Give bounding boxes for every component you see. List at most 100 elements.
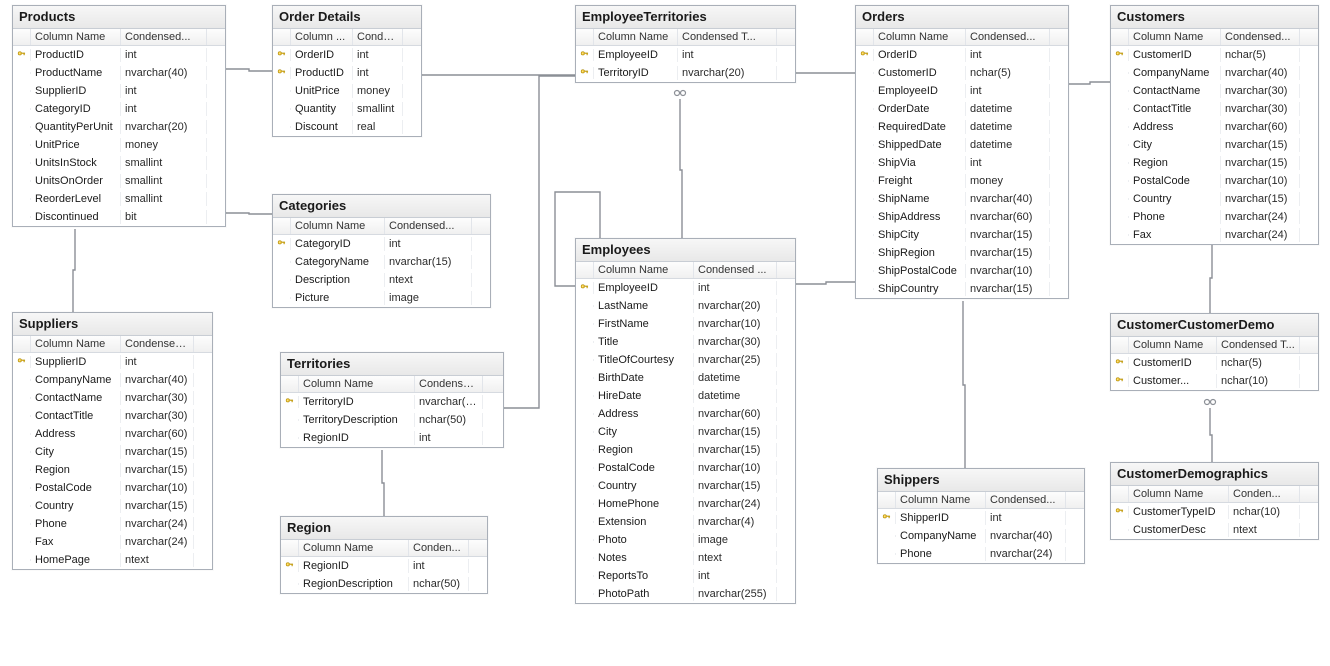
column-row[interactable]: Countrynvarchar(15): [13, 497, 212, 515]
column-row[interactable]: CategoryNamenvarchar(15): [273, 253, 490, 271]
column-row[interactable]: EmployeeIDint: [856, 82, 1068, 100]
column-row[interactable]: ProductIDint: [13, 46, 225, 64]
column-row[interactable]: CustomerIDnchar(5): [1111, 354, 1318, 372]
column-row[interactable]: CustomerIDnchar(5): [856, 64, 1068, 82]
column-row[interactable]: TitleOfCourtesynvarchar(25): [576, 351, 795, 369]
column-row[interactable]: UnitsInStocksmallint: [13, 154, 225, 172]
column-row[interactable]: PostalCodenvarchar(10): [1111, 172, 1318, 190]
column-row[interactable]: OrderIDint: [856, 46, 1068, 64]
table-customers[interactable]: CustomersColumn NameCondensed... Custome…: [1110, 5, 1319, 245]
column-row[interactable]: TerritoryDescriptionnchar(50): [281, 411, 503, 429]
column-row[interactable]: CustomerDescntext: [1111, 521, 1318, 539]
column-row[interactable]: ContactTitlenvarchar(30): [13, 407, 212, 425]
column-row[interactable]: ContactTitlenvarchar(30): [1111, 100, 1318, 118]
column-row[interactable]: Addressnvarchar(60): [576, 405, 795, 423]
column-row[interactable]: Notesntext: [576, 549, 795, 567]
column-row[interactable]: LastNamenvarchar(20): [576, 297, 795, 315]
column-row[interactable]: CompanyNamenvarchar(40): [1111, 64, 1318, 82]
column-row[interactable]: ShipCountrynvarchar(15): [856, 280, 1068, 298]
table-suppliers[interactable]: SuppliersColumn NameCondensed... Supplie…: [12, 312, 213, 570]
column-row[interactable]: Photoimage: [576, 531, 795, 549]
column-row[interactable]: RequiredDatedatetime: [856, 118, 1068, 136]
column-row[interactable]: Faxnvarchar(24): [13, 533, 212, 551]
column-row[interactable]: Phonenvarchar(24): [13, 515, 212, 533]
column-row[interactable]: ShipCitynvarchar(15): [856, 226, 1068, 244]
column-row[interactable]: SupplierIDint: [13, 82, 225, 100]
column-row[interactable]: CompanyNamenvarchar(40): [13, 371, 212, 389]
column-row[interactable]: ReportsToint: [576, 567, 795, 585]
table-products[interactable]: ProductsColumn NameCondensed... ProductI…: [12, 5, 226, 227]
table-territories[interactable]: TerritoriesColumn NameCondensed... Terri…: [280, 352, 504, 448]
column-row[interactable]: ShipRegionnvarchar(15): [856, 244, 1068, 262]
column-row[interactable]: Regionnvarchar(15): [1111, 154, 1318, 172]
column-row[interactable]: HomePhonenvarchar(24): [576, 495, 795, 513]
table-shippers[interactable]: ShippersColumn NameCondensed... ShipperI…: [877, 468, 1085, 564]
column-row[interactable]: Citynvarchar(15): [13, 443, 212, 461]
table-categories[interactable]: CategoriesColumn NameCondensed... Catego…: [272, 194, 491, 308]
column-row[interactable]: Faxnvarchar(24): [1111, 226, 1318, 244]
column-row[interactable]: OrderIDint: [273, 46, 421, 64]
column-row[interactable]: Descriptionntext: [273, 271, 490, 289]
column-row[interactable]: Countrynvarchar(15): [576, 477, 795, 495]
column-row[interactable]: OrderDatedatetime: [856, 100, 1068, 118]
column-row[interactable]: Pictureimage: [273, 289, 490, 307]
column-row[interactable]: UnitPricemoney: [273, 82, 421, 100]
column-row[interactable]: CategoryIDint: [13, 100, 225, 118]
column-row[interactable]: UnitsOnOrdersmallint: [13, 172, 225, 190]
column-row[interactable]: ContactNamenvarchar(30): [13, 389, 212, 407]
column-row[interactable]: CustomerIDnchar(5): [1111, 46, 1318, 64]
column-row[interactable]: Countrynvarchar(15): [1111, 190, 1318, 208]
column-row[interactable]: EmployeeIDint: [576, 46, 795, 64]
column-row[interactable]: ShippedDatedatetime: [856, 136, 1068, 154]
column-row[interactable]: Customer...nchar(10): [1111, 372, 1318, 390]
table-employees[interactable]: EmployeesColumn NameCondensed ... Employ…: [575, 238, 796, 604]
table-employee_territories[interactable]: EmployeeTerritoriesColumn NameCondensed …: [575, 5, 796, 83]
column-row[interactable]: FirstNamenvarchar(10): [576, 315, 795, 333]
column-row[interactable]: HomePagentext: [13, 551, 212, 569]
column-row[interactable]: RegionIDint: [281, 429, 503, 447]
column-row[interactable]: QuantityPerUnitnvarchar(20): [13, 118, 225, 136]
column-row[interactable]: Regionnvarchar(15): [576, 441, 795, 459]
column-row[interactable]: Regionnvarchar(15): [13, 461, 212, 479]
column-row[interactable]: Discountreal: [273, 118, 421, 136]
column-row[interactable]: ContactNamenvarchar(30): [1111, 82, 1318, 100]
column-row[interactable]: HireDatedatetime: [576, 387, 795, 405]
column-row[interactable]: ProductIDint: [273, 64, 421, 82]
column-row[interactable]: ShipPostalCodenvarchar(10): [856, 262, 1068, 280]
column-row[interactable]: Addressnvarchar(60): [13, 425, 212, 443]
column-row[interactable]: ShipViaint: [856, 154, 1068, 172]
column-row[interactable]: PhotoPathnvarchar(255): [576, 585, 795, 603]
table-orders[interactable]: OrdersColumn NameCondensed... OrderIDint…: [855, 5, 1069, 299]
column-row[interactable]: CategoryIDint: [273, 235, 490, 253]
column-row[interactable]: Citynvarchar(15): [1111, 136, 1318, 154]
table-customer_demographics[interactable]: CustomerDemographicsColumn NameConden...…: [1110, 462, 1319, 540]
column-row[interactable]: RegionDescriptionnchar(50): [281, 575, 487, 593]
column-row[interactable]: Freightmoney: [856, 172, 1068, 190]
column-row[interactable]: CompanyNamenvarchar(40): [878, 527, 1084, 545]
column-row[interactable]: ProductNamenvarchar(40): [13, 64, 225, 82]
column-row[interactable]: CustomerTypeIDnchar(10): [1111, 503, 1318, 521]
table-customer_customer_demo[interactable]: CustomerCustomerDemoColumn NameCondensed…: [1110, 313, 1319, 391]
column-row[interactable]: Quantitysmallint: [273, 100, 421, 118]
column-row[interactable]: Citynvarchar(15): [576, 423, 795, 441]
column-row[interactable]: Addressnvarchar(60): [1111, 118, 1318, 136]
column-row[interactable]: TerritoryIDnvarchar(20): [576, 64, 795, 82]
column-row[interactable]: Phonenvarchar(24): [1111, 208, 1318, 226]
column-row[interactable]: RegionIDint: [281, 557, 487, 575]
column-row[interactable]: PostalCodenvarchar(10): [576, 459, 795, 477]
column-row[interactable]: PostalCodenvarchar(10): [13, 479, 212, 497]
table-order_details[interactable]: Order DetailsColumn ...Conde... OrderIDi…: [272, 5, 422, 137]
column-row[interactable]: ReorderLevelsmallint: [13, 190, 225, 208]
column-row[interactable]: Phonenvarchar(24): [878, 545, 1084, 563]
column-row[interactable]: ShipperIDint: [878, 509, 1084, 527]
column-row[interactable]: Discontinuedbit: [13, 208, 225, 226]
column-row[interactable]: EmployeeIDint: [576, 279, 795, 297]
column-row[interactable]: TerritoryIDnvarchar(20): [281, 393, 503, 411]
column-row[interactable]: UnitPricemoney: [13, 136, 225, 154]
column-row[interactable]: BirthDatedatetime: [576, 369, 795, 387]
table-region[interactable]: RegionColumn NameConden... RegionIDintRe…: [280, 516, 488, 594]
column-row[interactable]: ShipNamenvarchar(40): [856, 190, 1068, 208]
column-row[interactable]: Extensionnvarchar(4): [576, 513, 795, 531]
column-row[interactable]: SupplierIDint: [13, 353, 212, 371]
column-row[interactable]: ShipAddressnvarchar(60): [856, 208, 1068, 226]
